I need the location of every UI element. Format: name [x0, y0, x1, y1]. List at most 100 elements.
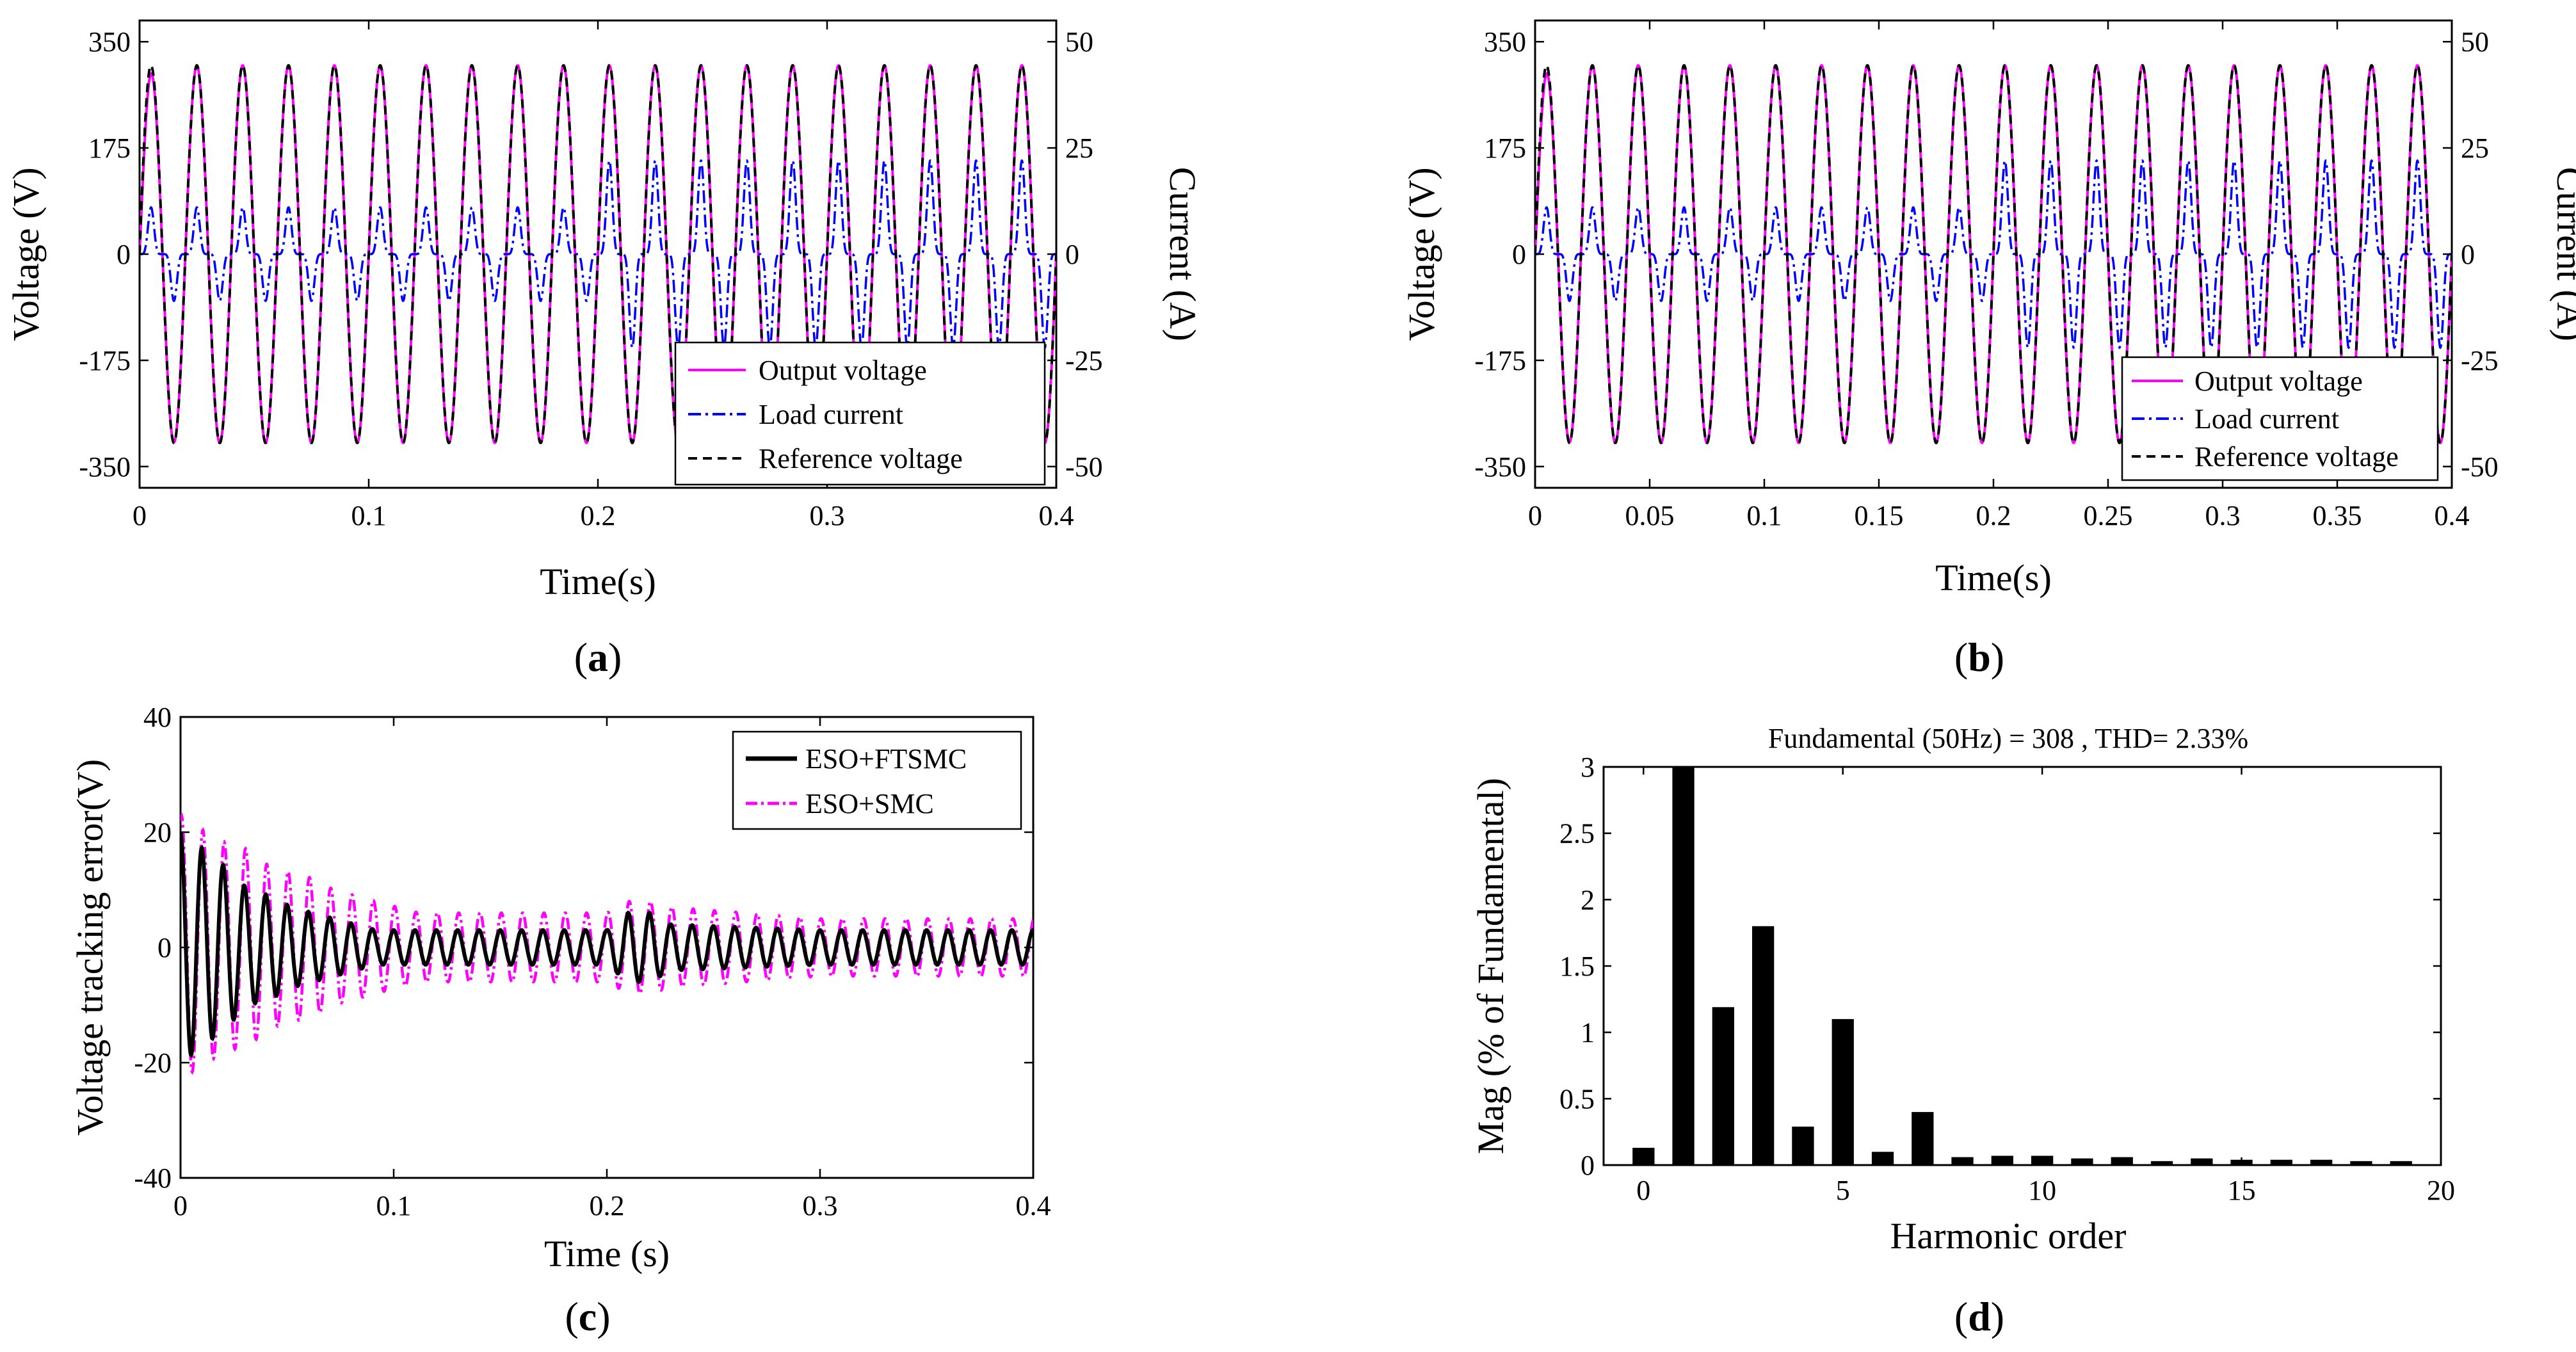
- panel-d-bar: [1712, 1007, 1734, 1165]
- panel-a-ytick-left-label: 175: [88, 133, 131, 164]
- panel-a-ytick-right-label: -25: [1065, 345, 1103, 376]
- panel-a-xtick-label: 0: [133, 500, 147, 531]
- panel-d-bar: [1672, 767, 1695, 1165]
- panel-c-ytick-label: -20: [134, 1047, 172, 1079]
- panel-d-bar: [2111, 1157, 2133, 1165]
- panel-b-xtick-label: 0.15: [1855, 500, 1904, 531]
- panel-a-ytick-left-label: -350: [79, 451, 131, 483]
- panel-a-legend-load-current: Load current: [759, 399, 903, 430]
- panel-d-ytick-label: 1: [1581, 1017, 1595, 1049]
- panel-b-xtick-label: 0.35: [2313, 500, 2362, 531]
- panel-b-ytick-right-label: 50: [2461, 26, 2489, 58]
- panel-b-ytick-left-label: -175: [1474, 345, 1526, 376]
- panel-a-xtick-label: 0.4: [1039, 500, 1074, 531]
- panel-c-legend-eso-smc: ESO+SMC: [805, 788, 934, 819]
- panel-c-legend-box: [732, 730, 1022, 830]
- panel-b-ytick-right-label: -25: [2461, 345, 2499, 376]
- panel-a-xtick-label: 0.3: [810, 500, 845, 531]
- panel-c-xtick-label: 0.2: [590, 1190, 625, 1221]
- panel-b-xtick-label: 0.25: [2084, 500, 2133, 531]
- panel-d-xtick-label: 20: [2427, 1175, 2455, 1206]
- panel-d-caption: (d): [1954, 1294, 2004, 1339]
- panel-d-bar: [1991, 1155, 2013, 1165]
- panel-d-bar: [1752, 926, 1775, 1165]
- panel-c-ytick-label: -40: [134, 1163, 172, 1194]
- panel-d-bars: [1632, 767, 2412, 1165]
- panel-b-ylabel-left: Voltage (V): [1401, 167, 1442, 341]
- panel-b-ytick-right-label: 25: [2461, 133, 2489, 164]
- panel-b-legend-reference-voltage: Reference voltage: [2194, 441, 2399, 472]
- panel-d-ytick-label: 0: [1581, 1150, 1595, 1181]
- panel-a-ytick-right-label: 25: [1065, 133, 1093, 164]
- panel-c-ylabel: Voltage tracking error(V): [69, 759, 111, 1136]
- panel-c-xtick-label: 0.3: [803, 1190, 838, 1221]
- panel-d-ytick-label: 2: [1581, 884, 1595, 915]
- panel-a-ytick-left-label: 0: [117, 239, 131, 270]
- panel-a-legend-reference-voltage: Reference voltage: [759, 443, 963, 474]
- panel-b-ylabel-right: Current (A): [2549, 167, 2576, 341]
- panel-b-ytick-right-label: -50: [2461, 451, 2499, 483]
- panel-b-xtick-label: 0.05: [1625, 500, 1675, 531]
- panel-a-load-current-line: [140, 159, 1056, 350]
- panel-c-ytick-label: 0: [157, 932, 172, 963]
- panel-b-xtick-label: 0.4: [2435, 500, 2470, 531]
- panel-a-xlabel: Time(s): [540, 561, 656, 602]
- panel-b-ytick-left-label: -350: [1474, 451, 1526, 483]
- panel-c-xtick-label: 0.4: [1016, 1190, 1051, 1221]
- panel-d-xtick-label: 15: [2228, 1175, 2256, 1206]
- panel-d-bar: [1831, 1018, 1854, 1165]
- panel-b-legend: Output voltage Load current Reference vo…: [2121, 356, 2439, 481]
- panel-d-title: Fundamental (50Hz) = 308 , THD= 2.33%: [1768, 723, 2248, 754]
- panel-d-ylabel: Mag (% of Fundamental): [1470, 778, 1511, 1154]
- panel-d-bar: [2150, 1161, 2173, 1165]
- panel-d-xtick-label: 0: [1636, 1175, 1650, 1206]
- panel-d-bar: [2071, 1158, 2093, 1165]
- panel-a-ylabel-right: Current (A): [1162, 167, 1203, 341]
- panel-d-xtick-label: 5: [1836, 1175, 1850, 1206]
- panel-c-eso-ftsmc-line: [181, 831, 1033, 1058]
- panel-d-ytick-label: 1.5: [1559, 951, 1595, 982]
- panel-c-legend-eso-ftsmc: ESO+FTSMC: [805, 743, 967, 775]
- panel-b: 0 0.05 0.1 0.15 0.2 0.25 0.3 0.35 0.4 350 175 0 -175…: [1401, 19, 2576, 680]
- panel-a-ytick-left-label: 350: [88, 26, 131, 58]
- panel-b-xtick-label: 0.3: [2205, 500, 2241, 531]
- panel-b-legend-load-current: Load current: [2194, 403, 2339, 435]
- panel-d-bar: [2191, 1158, 2213, 1165]
- panel-c-ytick-label: 40: [143, 702, 172, 733]
- panel-d: Fundamental (50Hz) = 308 , THD= 2.33% 0 5…: [1470, 723, 2455, 1339]
- panel-d-bar: [2350, 1161, 2372, 1165]
- panel-d-bar: [2390, 1161, 2412, 1165]
- panel-b-ticks: 0 0.05 0.1 0.15 0.2 0.25 0.3 0.35 0.4 350 175 0 -175…: [1474, 20, 2499, 531]
- panel-b-ytick-left-label: 175: [1484, 133, 1526, 164]
- panel-a-caption: (a): [574, 634, 622, 680]
- panel-a-ytick-right-label: 50: [1065, 26, 1093, 58]
- panel-b-xtick-label: 0.2: [1976, 500, 2011, 531]
- panel-d-ticks: 0 5 10 15 20 3 2.5 2 1.5 1 0.5 0: [1559, 752, 2455, 1206]
- panel-a-ticks: 0 0.1 0.2 0.3 0.4 350 175 0 -175 -350 50 25 0 -25 -50: [79, 20, 1103, 531]
- panel-a-ytick-right-label: -50: [1065, 451, 1103, 483]
- panel-d-bar: [1871, 1152, 1894, 1165]
- panel-d-bar: [1912, 1112, 1934, 1165]
- panel-d-ytick-label: 3: [1581, 752, 1595, 783]
- panel-c-plot-lines: [181, 812, 1033, 1075]
- panel-b-ytick-right-label: 0: [2461, 239, 2475, 270]
- panel-d-bar: [2310, 1159, 2333, 1165]
- panel-b-legend-output-voltage: Output voltage: [2194, 366, 2363, 397]
- panel-d-ytick-label: 0.5: [1559, 1083, 1595, 1115]
- panel-a-legend: Output voltage Load current Reference vo…: [674, 341, 1046, 486]
- panel-b-xtick-label: 0.1: [1747, 500, 1782, 531]
- panel-b-load-current-line: [1535, 159, 2452, 350]
- panel-a-ytick-right-label: 0: [1065, 239, 1079, 270]
- panel-a-xtick-label: 0.2: [581, 500, 616, 531]
- panel-c-xtick-label: 0: [173, 1190, 188, 1221]
- panel-d-xtick-label: 10: [2028, 1175, 2056, 1206]
- panel-d-plot-frame: [1602, 766, 2442, 1166]
- panel-c-ytick-label: 20: [143, 817, 172, 848]
- panel-d-xlabel: Harmonic order: [1890, 1215, 2127, 1257]
- panel-b-caption: (b): [1954, 634, 2004, 680]
- panel-c-xlabel: Time (s): [544, 1233, 670, 1275]
- panel-a: 0 0.1 0.2 0.3 0.43501750-175-35050250-25-50 …: [5, 19, 1203, 680]
- panel-c-ticks: 0 0.1 0.2 0.3 0.4 40 20 0 -20 -40: [134, 702, 1051, 1221]
- panel-b-xtick-label: 0: [1528, 500, 1542, 531]
